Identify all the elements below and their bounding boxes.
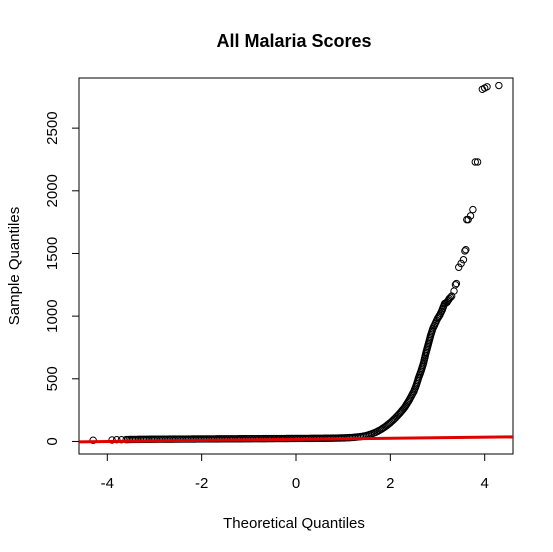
- x-tick-label: 4: [481, 475, 489, 492]
- data-point: [471, 158, 479, 166]
- data-point: [473, 158, 482, 166]
- data-point: [469, 205, 477, 214]
- data-points: [89, 81, 503, 444]
- data-point: [446, 293, 455, 302]
- data-point: [113, 436, 121, 444]
- data-point: [452, 279, 461, 288]
- y-tick-label: 0: [44, 437, 61, 445]
- x-tick-label: 0: [292, 475, 300, 492]
- plot-frame: [78, 77, 514, 455]
- data-point: [466, 212, 475, 220]
- data-point: [445, 294, 454, 303]
- y-axis-label: Sample Quantiles: [6, 207, 23, 325]
- data-point: [483, 83, 491, 91]
- data-point: [451, 281, 460, 289]
- data-point: [459, 256, 468, 264]
- data-point: [495, 81, 503, 90]
- x-tick-label: 2: [386, 475, 394, 492]
- data-point: [461, 247, 469, 255]
- x-axis-label: Theoretical Quantiles: [223, 515, 365, 532]
- reference-line: [78, 435, 514, 444]
- x-tick-label: -2: [195, 475, 208, 492]
- data-point: [462, 246, 470, 254]
- y-tick-label: 500: [44, 366, 61, 391]
- data-point: [455, 263, 463, 271]
- data-point: [464, 215, 472, 224]
- x-tick-label: -4: [101, 475, 114, 492]
- y-tick-label: 2000: [44, 174, 61, 207]
- y-tick-label: 1500: [44, 237, 61, 270]
- y-tick-label: 2500: [44, 111, 61, 144]
- y-tick-label: 1000: [44, 299, 61, 332]
- y-axis: 0 500 1000 1500 2000 2500: [44, 111, 80, 446]
- x-axis: -4 -2 0 2 4: [101, 453, 489, 492]
- chart-title: All Malaria Scores: [216, 31, 371, 51]
- data-point: [457, 259, 465, 268]
